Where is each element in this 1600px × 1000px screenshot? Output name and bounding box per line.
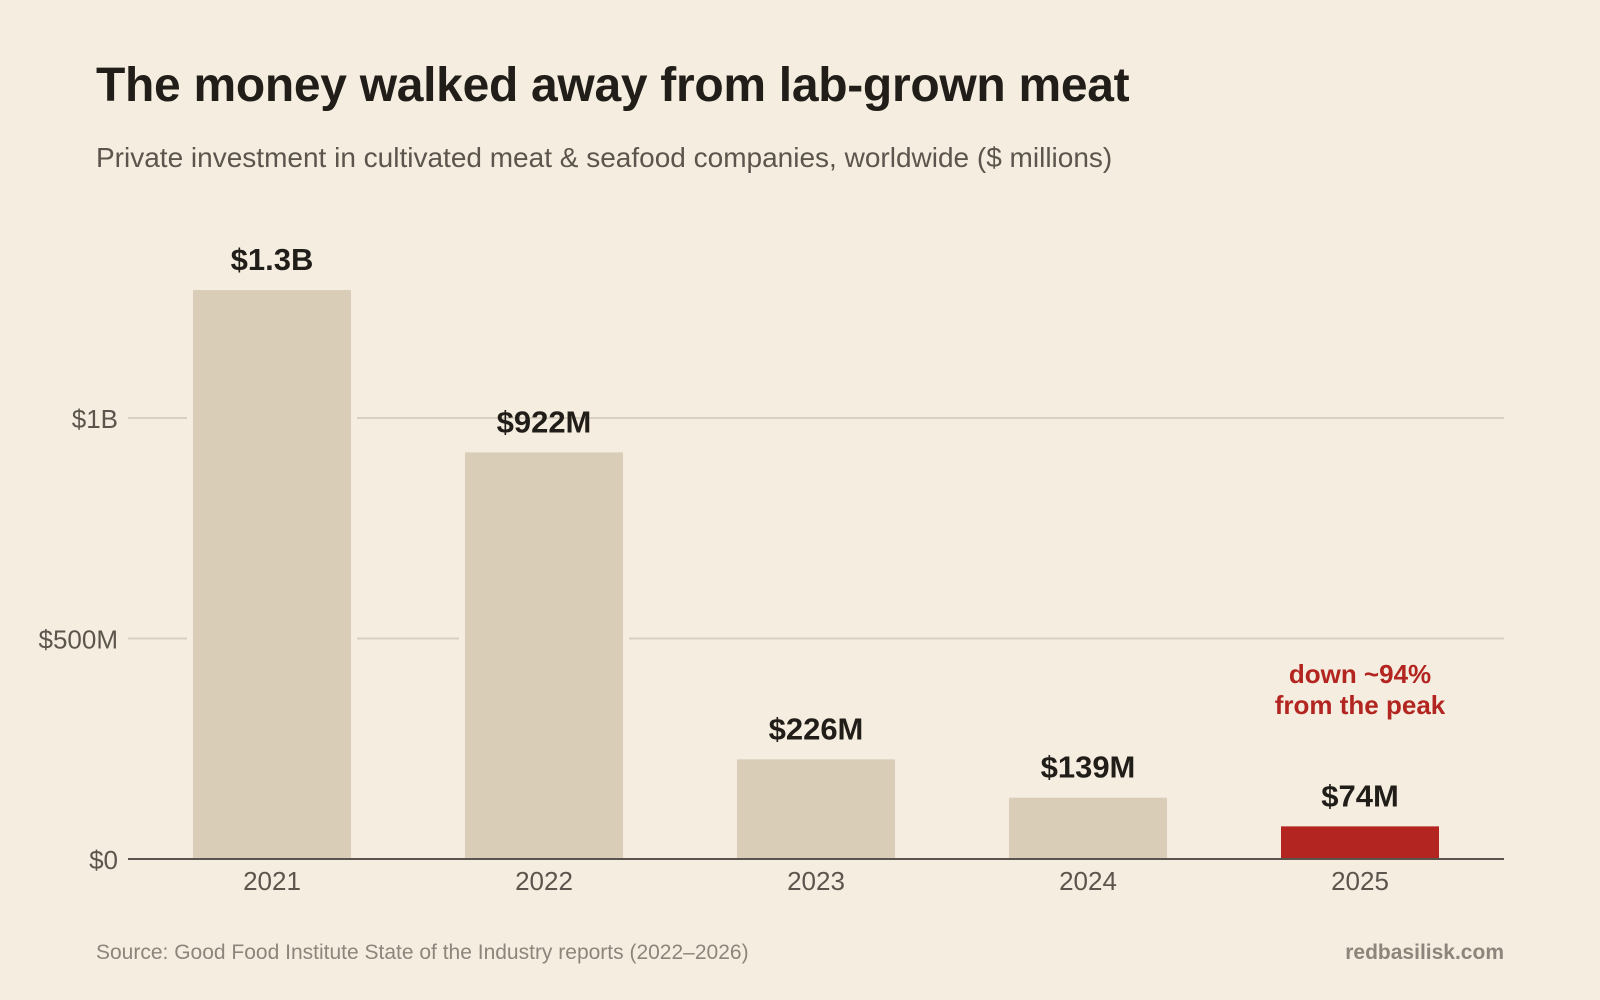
value-label: $139M — [1041, 750, 1136, 785]
annotation-text: from the peak — [1275, 690, 1446, 720]
chart-title: The money walked away from lab-grown mea… — [96, 59, 1130, 112]
bar-2022 — [465, 452, 623, 858]
x-tick-label: 2024 — [1059, 866, 1117, 896]
y-tick-label: $500M — [39, 625, 119, 655]
x-tick-label: 2025 — [1331, 866, 1389, 896]
bar-2024 — [1009, 797, 1167, 858]
value-label: $226M — [769, 711, 864, 746]
chart-subtitle: Private investment in cultivated meat & … — [96, 142, 1113, 173]
value-label: $922M — [497, 404, 592, 439]
y-tick-label: $1B — [72, 404, 118, 434]
value-label: $1.3B — [231, 242, 314, 277]
annotation-text: down ~94% — [1289, 659, 1431, 689]
x-tick-label: 2021 — [243, 866, 301, 896]
bar-2021 — [193, 290, 351, 858]
brand-link[interactable]: redbasilisk.com — [1345, 941, 1504, 964]
y-tick-label: $0 — [89, 845, 118, 875]
value-label: $74M — [1321, 778, 1399, 813]
bar-2025 — [1281, 826, 1439, 858]
x-tick-label: 2023 — [787, 866, 845, 896]
source-note: Source: Good Food Institute State of the… — [96, 941, 749, 964]
bar-2023 — [737, 759, 895, 858]
x-tick-label: 2022 — [515, 866, 573, 896]
